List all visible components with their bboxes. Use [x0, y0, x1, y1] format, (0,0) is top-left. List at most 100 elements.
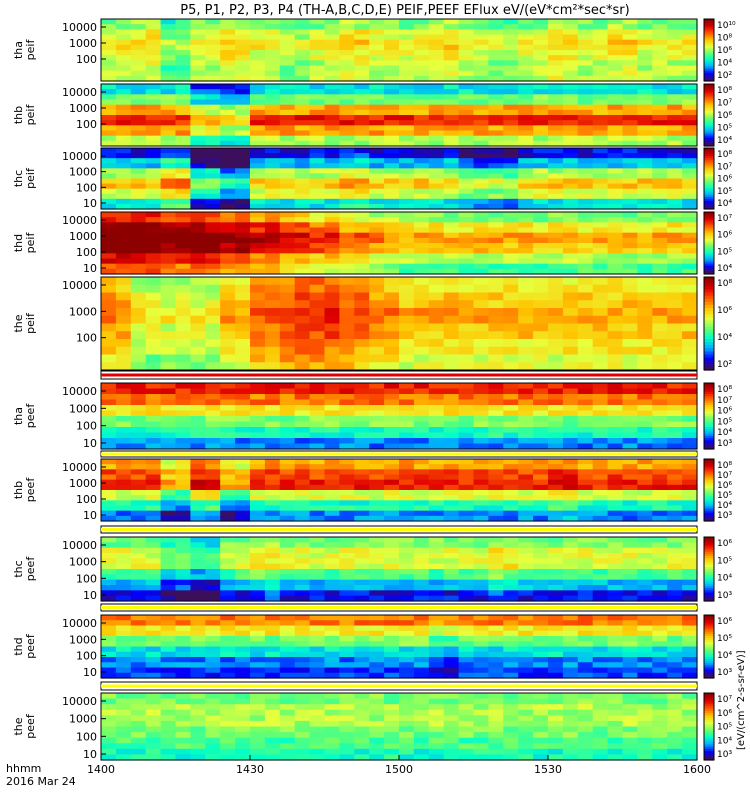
spectrogram-cell [279, 258, 296, 265]
spectrogram-cell [324, 227, 340, 234]
spectrogram-cell [682, 308, 698, 317]
spectrogram-cell [518, 438, 534, 445]
colorbar-frame [703, 458, 715, 522]
spectrogram-cell [592, 292, 609, 301]
spectrogram-cell [667, 615, 683, 621]
colorbar-segment [704, 629, 714, 633]
colorbar-tick-label: 10⁶ [717, 46, 732, 56]
spectrogram-cell [443, 405, 460, 412]
spectrogram-cell [518, 292, 534, 301]
spectrogram-cell [384, 227, 400, 234]
spectrogram-cell [592, 558, 609, 565]
spectrogram-cell [130, 217, 147, 223]
spectrogram-cell [518, 84, 534, 90]
colorbar-segment [704, 188, 714, 192]
spectrogram-cell [130, 65, 147, 72]
spectrogram-cell [667, 558, 683, 565]
spectrogram-cell [250, 388, 266, 395]
spectrogram-cell [458, 308, 475, 317]
spectrogram-cell [130, 331, 147, 340]
spectrogram-cell [354, 630, 370, 637]
spectrogram-cell [637, 495, 653, 501]
spectrogram-cell [592, 193, 609, 200]
spectrogram-cell [369, 29, 385, 36]
spectrogram-cell [443, 438, 460, 445]
spectrogram-cell [518, 421, 534, 428]
spectrogram-cell [324, 743, 340, 750]
spectrogram-cell [279, 563, 296, 570]
spectrogram-cell [607, 140, 624, 147]
spectrogram-cell [294, 178, 311, 185]
spectrogram-cell [488, 70, 504, 77]
spectrogram-cell [235, 29, 251, 36]
spectrogram-cell [101, 308, 117, 317]
spectrogram-cell [205, 383, 221, 390]
spectrogram-cell [115, 474, 132, 481]
spectrogram-cell [205, 558, 221, 565]
spectrogram-cell [607, 148, 624, 154]
spectrogram-cell [220, 709, 236, 716]
spectrogram-cell [130, 158, 147, 164]
colorbar-segment [704, 204, 714, 208]
spectrogram-cell [220, 474, 236, 481]
spectrogram-cell [473, 300, 489, 309]
spectrogram-cell [667, 29, 683, 36]
spectrogram-cell [473, 193, 489, 200]
spectrogram-cell [145, 620, 162, 627]
spectrogram-cell [592, 399, 609, 406]
spectrogram-cell [205, 339, 221, 348]
spectrogram-cell [369, 203, 385, 210]
spectrogram-cell [339, 615, 355, 621]
spectrogram-cell [279, 34, 296, 41]
colorbar-segment [704, 289, 714, 294]
spectrogram-cell [577, 331, 594, 340]
colorbar-segment [704, 465, 714, 468]
spectrogram-cell [279, 732, 296, 739]
spectrogram-cell [369, 173, 385, 180]
spectrogram-cell [562, 75, 579, 82]
spectrogram-cell [145, 641, 162, 648]
spectrogram-cell [101, 443, 117, 450]
spectrogram-cell [413, 158, 430, 164]
spectrogram-cell [384, 547, 400, 554]
spectrogram-cell [384, 490, 400, 496]
spectrogram-cell [548, 484, 564, 491]
spectrogram-cell [503, 94, 519, 101]
spectrogram-cell [324, 698, 340, 705]
spectrogram-cell [264, 153, 281, 159]
spectrogram-cell [250, 50, 266, 56]
colorbar-tick-label: 10³ [717, 511, 732, 521]
spectrogram-cell [250, 203, 266, 210]
spectrogram-cell [190, 158, 206, 164]
spectrogram-cell [220, 65, 236, 72]
spectrogram-cell [369, 558, 385, 565]
colorbar-segment [704, 255, 714, 259]
spectrogram-cell [667, 394, 683, 401]
spectrogram-cell [220, 29, 236, 36]
colorbar-tick-label: 10⁷ [717, 99, 732, 109]
spectrogram-cell [160, 630, 177, 637]
spectrogram-cell [190, 60, 206, 67]
colorbar-frame [703, 147, 715, 210]
spectrogram-cell [145, 542, 162, 549]
spectrogram-cell [324, 558, 340, 565]
spectrogram-cell [220, 354, 236, 363]
spectrogram-cell [250, 89, 266, 95]
spectrogram-cell [488, 427, 504, 434]
spectrogram-cell [264, 19, 281, 25]
spectrogram-cell [205, 657, 221, 663]
spectrogram-cell [667, 636, 683, 642]
spectrogram-cell [637, 537, 653, 543]
colorbar-segment [704, 569, 714, 572]
colorbar-segment [704, 121, 714, 124]
spectrogram-cell [473, 104, 489, 111]
spectrogram-cell [279, 547, 296, 554]
spectrogram-cell [324, 248, 340, 254]
spectrogram-cell [503, 323, 519, 332]
spectrogram-cell [473, 243, 489, 249]
spectrogram-cell [205, 641, 221, 648]
spectrogram-cell [488, 168, 504, 175]
spectrogram-cell [562, 421, 579, 428]
spectrogram-cell [607, 65, 624, 72]
